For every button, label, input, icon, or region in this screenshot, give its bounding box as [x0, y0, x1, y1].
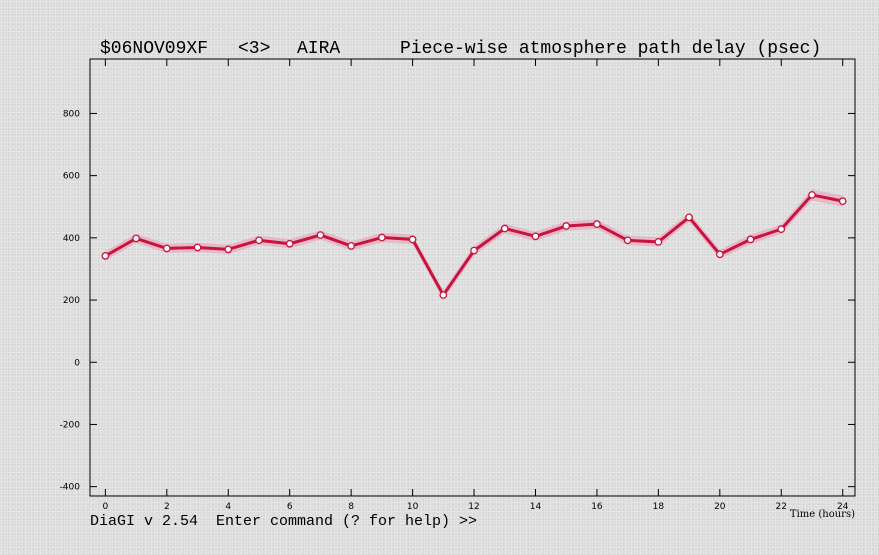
error-band	[105, 189, 843, 300]
x-tick-label: 12	[468, 502, 479, 512]
data-point	[193, 243, 202, 252]
y-tick-label: 400	[63, 234, 80, 244]
x-tick-label: 18	[653, 502, 665, 512]
y-axis: -400 -200 0 200 400 600 800	[60, 109, 855, 493]
data-point	[378, 233, 386, 242]
data-point	[132, 234, 140, 243]
data-point	[838, 197, 847, 205]
experiment-name: $06NOV09XF	[100, 39, 208, 59]
band-label: <3>	[238, 39, 270, 59]
data-point	[685, 213, 693, 222]
x-tick-label: 10	[407, 502, 419, 512]
data-point	[715, 250, 724, 259]
data-point	[746, 235, 755, 244]
x-tick-label: 20	[714, 502, 726, 512]
data-point	[224, 245, 233, 254]
x-tick-label: 16	[591, 502, 603, 512]
x-tick-label: 6	[287, 502, 293, 512]
data-point	[470, 246, 478, 255]
y-tick-label: -200	[60, 420, 81, 430]
data-point	[654, 238, 663, 246]
y-tick-label: -400	[60, 483, 81, 493]
data-point	[408, 235, 417, 244]
x-tick-label: 22	[776, 502, 787, 512]
data-point	[347, 242, 355, 250]
data-point	[593, 220, 601, 229]
data-point	[808, 191, 816, 199]
data-point	[623, 236, 632, 245]
x-tick-label: 4	[225, 502, 231, 512]
data-point	[255, 236, 263, 245]
plot-frame	[89, 58, 856, 497]
data-point	[162, 244, 171, 253]
plot-title: Piece-wise atmosphere path delay (psec)	[400, 39, 821, 59]
data-point	[500, 224, 509, 233]
y-tick-label: 800	[63, 109, 80, 119]
data-point	[439, 291, 448, 299]
data-point	[777, 225, 786, 233]
command-prompt[interactable]: DiaGI v 2.54 Enter command (? for help) …	[90, 513, 478, 530]
x-tick-label: 0	[102, 502, 108, 512]
y-tick-label: 0	[74, 358, 80, 368]
x-tick-label: 24	[837, 502, 849, 512]
data-point	[101, 252, 110, 260]
data-point	[285, 239, 294, 248]
series-layer	[101, 189, 847, 300]
station-name: AIRA	[297, 39, 340, 59]
data-point	[531, 232, 540, 241]
x-tick-label: 2	[164, 502, 170, 512]
x-tick-label: 8	[348, 502, 354, 512]
chart-title: $06NOV09XF <3> AIRA Piece-wise atmospher…	[100, 39, 821, 59]
x-axis-label: Time (hours)	[790, 509, 855, 520]
x-axis: 0 2 4 6 8 10 12 14 16 18 20 22 24	[102, 59, 849, 512]
x-tick-label: 14	[530, 502, 542, 512]
y-tick-label: 600	[63, 172, 80, 182]
y-tick-label: 200	[63, 296, 80, 306]
data-point	[562, 222, 571, 230]
data-point	[316, 231, 325, 239]
